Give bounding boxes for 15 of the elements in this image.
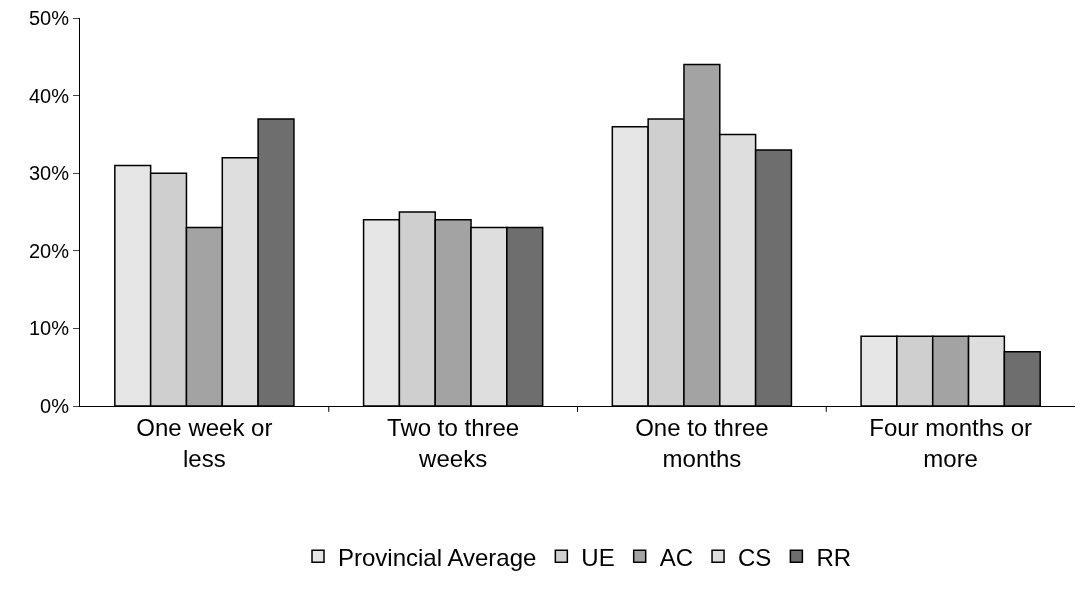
y-tick-label: 20% bbox=[28, 239, 70, 262]
legend-label: CS bbox=[738, 543, 772, 571]
legend-label: AC bbox=[659, 543, 694, 571]
y-tick-label: 50% bbox=[28, 7, 70, 29]
y-tick-label: 30% bbox=[28, 162, 70, 185]
y-tick-label: 10% bbox=[28, 317, 70, 340]
y-tick-label: 40% bbox=[28, 84, 70, 107]
x-tick-label: Two to three weeks bbox=[387, 413, 520, 472]
x-tick-label: One to three months bbox=[635, 413, 769, 472]
legend-label: Provincial Average bbox=[338, 543, 537, 571]
y-tick-label: 0% bbox=[40, 395, 70, 417]
legend-label: UE bbox=[581, 543, 615, 571]
x-tick-label: Four months or more bbox=[869, 413, 1032, 472]
x-tick-label: One week or less bbox=[136, 413, 273, 472]
legend-label: RR bbox=[816, 543, 852, 571]
